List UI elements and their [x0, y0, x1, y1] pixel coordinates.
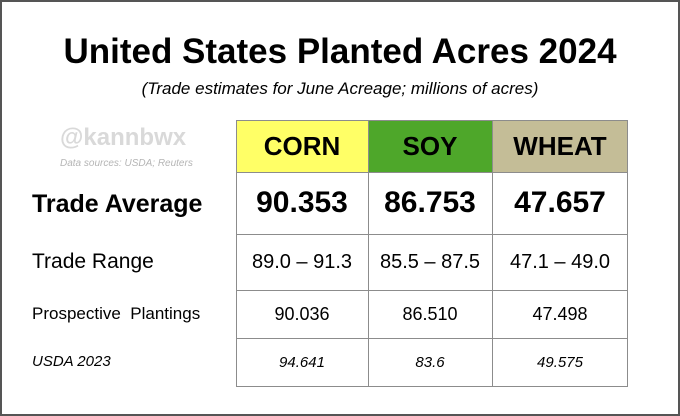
cell-trade-range-soy: 85.5 – 87.5 — [379, 250, 481, 273]
column-header-corn: CORN — [236, 120, 368, 172]
cell-usda-2023-corn: 94.641 — [279, 353, 325, 371]
watermark: @kannbwx — [60, 124, 187, 151]
grid-line-horizontal — [236, 338, 628, 339]
cell-trade-average-soy: 86.753 — [384, 186, 476, 219]
data-sources-note: Data sources: USDA; Reuters — [60, 158, 193, 169]
cell-prospective-plantings-soy: 86.510 — [402, 303, 458, 324]
grid-line-vertical — [627, 120, 628, 386]
row-label-usda-2023: USDA 2023 — [32, 353, 111, 370]
cell-prospective-plantings-corn: 90.036 — [274, 303, 330, 324]
row-label-trade-range: Trade Range — [32, 250, 154, 273]
grid-line-horizontal — [236, 172, 628, 173]
grid-line-vertical — [368, 120, 369, 386]
grid-line-vertical — [236, 120, 237, 386]
cell-usda-2023-soy: 83.6 — [415, 353, 445, 371]
grid-line-horizontal — [236, 386, 628, 387]
chart-title: United States Planted Acres 2024 — [63, 32, 617, 71]
cell-trade-average-wheat: 47.657 — [514, 186, 606, 219]
column-header-wheat: WHEAT — [492, 120, 628, 172]
row-label-prospective-plantings: Prospective Plantings — [32, 304, 201, 323]
chart-subtitle: (Trade estimates for June Acreage; milli… — [141, 79, 539, 98]
grid-line-horizontal — [236, 234, 628, 235]
cell-trade-average-corn: 90.353 — [256, 186, 348, 219]
row-label-trade-average: Trade Average — [32, 190, 203, 218]
grid-line-horizontal — [236, 120, 628, 121]
cell-usda-2023-wheat: 49.575 — [537, 353, 583, 371]
column-header-soy: SOY — [368, 120, 492, 172]
cell-prospective-plantings-wheat: 47.498 — [532, 303, 588, 324]
grid-line-horizontal — [236, 290, 628, 291]
cell-trade-range-wheat: 47.1 – 49.0 — [509, 250, 611, 273]
grid-line-vertical — [492, 120, 493, 386]
cell-trade-range-corn: 89.0 – 91.3 — [251, 250, 353, 273]
